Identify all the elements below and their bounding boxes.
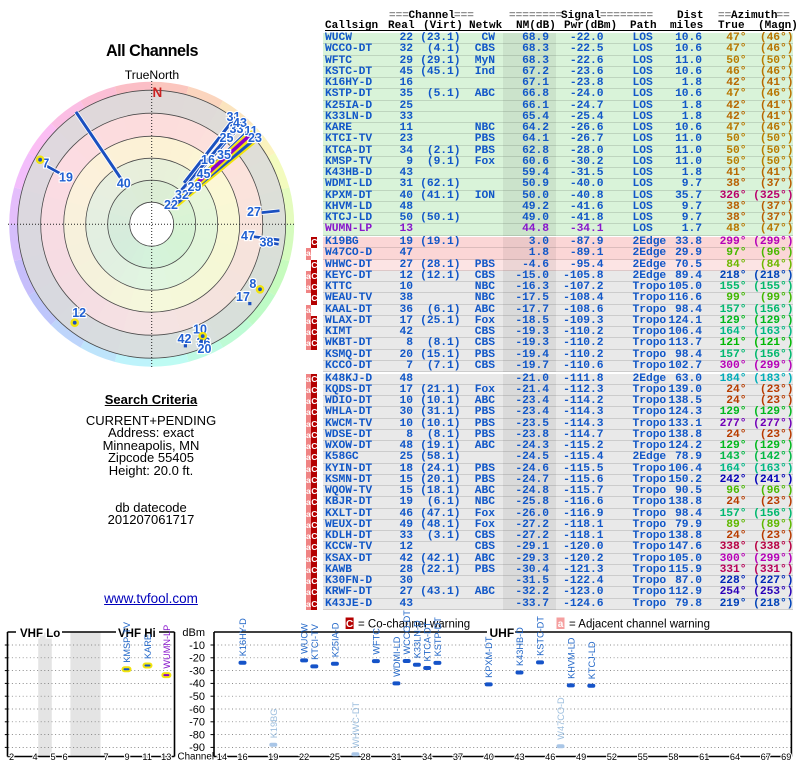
svg-text:K19BG: K19BG [269,709,279,739]
svg-text:WCCO-DT: WCCO-DT [402,610,412,655]
svg-text:58: 58 [668,752,678,762]
svg-text:46: 46 [545,752,555,762]
svg-text:13: 13 [161,752,171,762]
svg-text:a: a [558,619,564,630]
svg-text:19: 19 [59,171,73,185]
svg-text:16: 16 [201,153,215,167]
svg-text:KTCA-DT: KTCA-DT [423,621,433,661]
svg-text:14: 14 [217,752,227,762]
svg-text:9: 9 [124,752,129,762]
svg-text:45: 45 [197,167,211,181]
svg-text:WHWC-DT: WHWC-DT [351,701,361,747]
svg-text:VHF Hi: VHF Hi [118,628,156,640]
svg-text:35: 35 [217,148,231,162]
svg-text:31: 31 [391,752,401,762]
svg-text:42: 42 [178,332,192,346]
svg-text:34: 34 [422,752,432,762]
svg-text:WUCW: WUCW [300,623,310,654]
svg-text:16: 16 [237,752,247,762]
svg-text:25: 25 [220,131,234,145]
svg-text:52: 52 [607,752,617,762]
svg-text:47: 47 [241,229,255,243]
svg-text:WUMN-LP: WUMN-LP [162,625,172,669]
svg-text:KARE: KARE [143,634,153,659]
svg-text:2: 2 [9,752,14,762]
svg-text:KTCJ-LD: KTCJ-LD [587,641,597,679]
svg-text:49: 49 [576,752,586,762]
svg-text:38: 38 [260,236,274,250]
svg-text:-30: -30 [189,665,205,677]
svg-text:Channel: Channel [178,752,215,763]
svg-text:K43HB-D: K43HB-D [515,627,525,666]
svg-text:33: 33 [230,122,244,136]
svg-text:6: 6 [62,752,67,762]
svg-text:11: 11 [142,752,152,762]
svg-text:C: C [346,619,353,630]
svg-text:K33LN-D: K33LN-D [412,620,422,658]
svg-text:KHVM-LD: KHVM-LD [566,637,576,679]
svg-text:-90: -90 [189,742,205,754]
svg-text:UHF: UHF [490,626,515,640]
svg-text:7: 7 [42,157,49,171]
svg-text:K25IA-D: K25IA-D [330,622,340,657]
svg-text:25: 25 [330,752,340,762]
svg-text:VHF Lo: VHF Lo [20,628,60,640]
svg-text:37: 37 [453,752,463,762]
svg-text:8: 8 [249,277,256,291]
svg-text:22: 22 [299,752,309,762]
svg-text:7: 7 [103,752,108,762]
svg-text:64: 64 [730,752,740,762]
svg-text:40: 40 [484,752,494,762]
svg-text:KMSP-TV: KMSP-TV [122,621,132,663]
svg-text:29: 29 [188,180,202,194]
svg-text:WDMI-LD: WDMI-LD [392,636,402,677]
svg-text:-80: -80 [189,729,205,741]
svg-text:KSTC-DT: KSTC-DT [536,616,546,656]
svg-text:-50: -50 [189,691,205,703]
svg-text:20: 20 [198,342,212,356]
svg-text:27: 27 [247,205,261,219]
svg-text:K16HY-D: K16HY-D [238,618,248,656]
svg-text:32: 32 [175,188,189,202]
svg-text:61: 61 [699,752,709,762]
svg-text:= Co-channel warning: = Co-channel warning [358,619,470,631]
svg-text:KSTP-DT: KSTP-DT [433,617,443,657]
svg-text:= Adjacent channel warning: = Adjacent channel warning [569,619,710,631]
svg-text:19: 19 [268,752,278,762]
svg-text:40: 40 [117,177,131,191]
svg-text:dBm: dBm [182,627,205,639]
svg-text:-10: -10 [189,640,205,652]
svg-text:67: 67 [761,752,771,762]
svg-text:23: 23 [248,131,262,145]
svg-text:43: 43 [233,116,247,130]
svg-text:KTCI-TV: KTCI-TV [310,623,320,660]
svg-text:5: 5 [50,752,55,762]
svg-text:28: 28 [360,752,370,762]
svg-text:12: 12 [72,306,86,320]
svg-text:-40: -40 [189,678,205,690]
svg-text:31: 31 [227,110,241,124]
svg-text:55: 55 [638,752,648,762]
svg-text:-20: -20 [189,653,205,665]
svg-text:11: 11 [244,124,257,138]
svg-text:43: 43 [514,752,524,762]
svg-text:17: 17 [236,290,250,304]
svg-text:WFTC: WFTC [371,628,381,655]
svg-text:KPXM-DT: KPXM-DT [484,636,494,678]
svg-text:-60: -60 [189,704,205,716]
svg-text:-70: -70 [189,717,205,729]
svg-text:W47CO-D: W47CO-D [556,697,566,740]
svg-text:22: 22 [164,198,178,212]
svg-text:4: 4 [32,752,37,762]
svg-text:69: 69 [781,752,791,762]
